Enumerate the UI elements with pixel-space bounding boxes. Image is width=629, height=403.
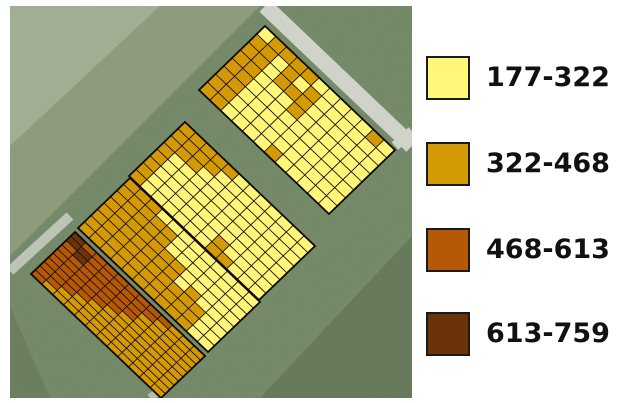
legend-swatch-4: [426, 312, 470, 356]
legend-item-2: 322-468: [426, 142, 626, 188]
plot-2: [127, 120, 317, 302]
plot-1: [197, 24, 397, 216]
legend-label-3: 468-613: [486, 234, 610, 265]
legend-label-1: 177-322: [486, 62, 610, 93]
legend-item-1: 177-322: [426, 56, 626, 102]
plot-4: [29, 230, 207, 398]
legend-swatch-1: [426, 56, 470, 100]
legend-item-4: 613-759: [426, 312, 626, 358]
field-plots: [29, 24, 397, 398]
map-panel: [10, 6, 412, 398]
legend-item-3: 468-613: [426, 228, 626, 274]
legend-swatch-3: [426, 228, 470, 272]
aerial-map: [10, 6, 412, 398]
legend-label-4: 613-759: [486, 318, 610, 349]
plot-border: [29, 230, 207, 398]
plot-3: [76, 176, 262, 354]
plot-cell: [149, 382, 166, 398]
legend-swatch-2: [426, 142, 470, 186]
legend: 177-322 322-468 468-613 613-759: [426, 56, 626, 366]
legend-label-2: 322-468: [486, 148, 610, 179]
plot-border: [197, 24, 397, 216]
plot-border: [76, 176, 262, 354]
